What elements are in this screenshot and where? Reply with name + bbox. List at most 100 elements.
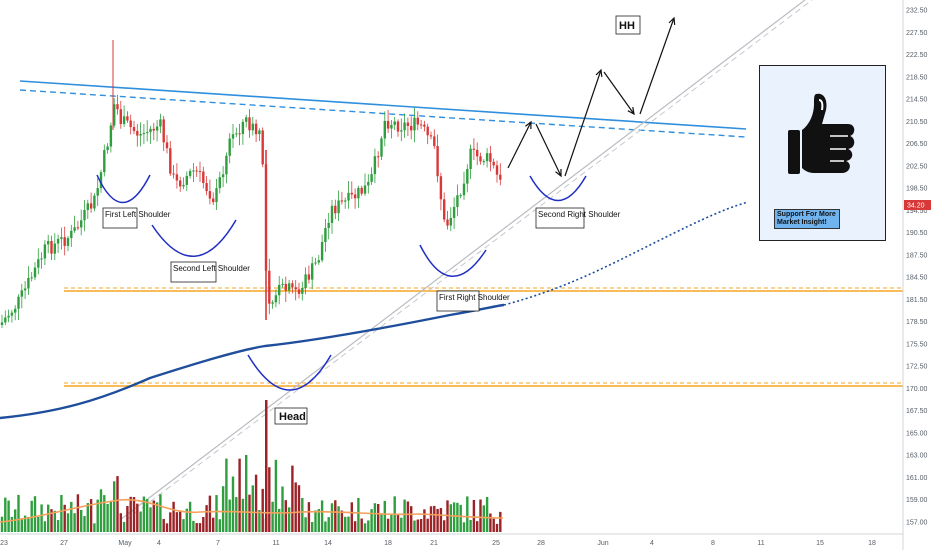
volume-bar [33,496,37,532]
candle-body [324,228,327,243]
volume-bar [10,516,14,532]
volume-bar [466,496,469,532]
time-tick-label: 4 [157,540,161,547]
volume-bar [386,518,390,532]
candle-body [344,200,347,202]
moving-averages [0,201,749,523]
candle-body [129,120,132,128]
candle-body [317,260,320,263]
candle-body [30,277,33,279]
first-left-shoulder-label: First Left Shoulder [105,210,171,219]
volume-bar [456,502,459,532]
volume-bar [439,508,443,532]
volume-bar [202,517,205,532]
volume-bar [278,508,281,532]
volume-bar [324,521,327,532]
projected-moving-average [503,201,749,306]
volume-bar [495,523,499,532]
candle-body [40,258,43,260]
candle-body [122,116,126,125]
candle-body [159,119,162,127]
volume-bar [360,518,363,532]
candle-body [139,134,142,136]
second-left-shoulder-arc [151,219,237,257]
price-tick-label: 170.00 [906,386,928,393]
projection-arrows [507,16,676,178]
volume-bar [241,498,245,532]
volume-bar [212,517,215,532]
volume-bar [80,509,83,532]
volume-bar [396,514,400,532]
candle-body [165,142,169,149]
candle-body [446,219,449,226]
volume-bar [377,504,380,532]
candle-body [396,121,400,132]
candle-body [179,180,182,187]
price-tick-label: 218.50 [906,74,928,81]
volume-bar [344,516,347,532]
volume-bar [103,495,106,532]
volume-bar [363,523,367,532]
first-right-shoulder-arc [419,244,487,277]
price-tick-label: 210.50 [906,119,928,126]
volume-bar [426,518,429,532]
candle-body [426,126,429,136]
head-spike-volume [265,400,268,532]
candle-body [251,123,254,131]
support-panel[interactable]: Support For More Market Insight! [759,65,886,241]
volume-bar [225,458,228,532]
candle-body [449,217,452,226]
candle-body [429,135,433,137]
volume-bar [274,459,278,532]
volume-bar [221,486,225,532]
volume-bar [93,523,96,532]
volume-bar [139,511,142,532]
volume-bar [119,513,122,532]
candle-body [367,181,370,186]
volume-bar [294,482,297,532]
volume-bar [37,516,40,532]
volume-bar [436,508,439,532]
price-tick-label: 227.50 [906,30,928,37]
volume-bar [499,511,502,532]
candle-body [390,124,393,129]
volume-bar [235,497,238,532]
candle-body [482,161,485,163]
candle-body [83,209,86,221]
long-moving-average [0,303,505,420]
volume-bar [231,476,235,532]
price-tick-label: 190.50 [906,230,928,237]
volume-bar [195,523,198,532]
projection-up-3 [639,17,675,115]
candle-body [0,322,4,325]
candle-body [353,194,357,199]
volume-bar [96,499,99,532]
price-tick-label: 222.50 [906,52,928,59]
price-tick-label: 181.50 [906,297,928,304]
candle-body [462,183,466,196]
price-tick-label: 157.00 [906,520,928,527]
volume-bar [251,485,254,532]
volume-bar [403,499,406,532]
candle-body [489,153,492,162]
volume-bar [63,504,66,532]
candle-body [248,117,251,131]
candle-body [281,283,284,285]
volume-bar [215,495,218,532]
projection-down-2 [603,71,635,115]
volume-bar [109,500,113,532]
candle-body [377,156,380,158]
candle-body [330,205,334,223]
volume-bar [245,454,248,532]
candle-body [50,240,53,254]
price-tick-label: 232.50 [906,8,928,15]
time-tick-label: 14 [324,540,332,547]
candle-body [241,121,245,134]
candle-body [278,284,281,296]
second-right-shoulder-label: Second Right Shoulder [538,210,621,219]
volume-bar [40,504,43,532]
volume-bar [406,501,410,532]
volume-bar [155,502,159,532]
second-left-shoulder-label: Second Left Shoulder [173,264,250,273]
volume-bar [492,518,495,532]
